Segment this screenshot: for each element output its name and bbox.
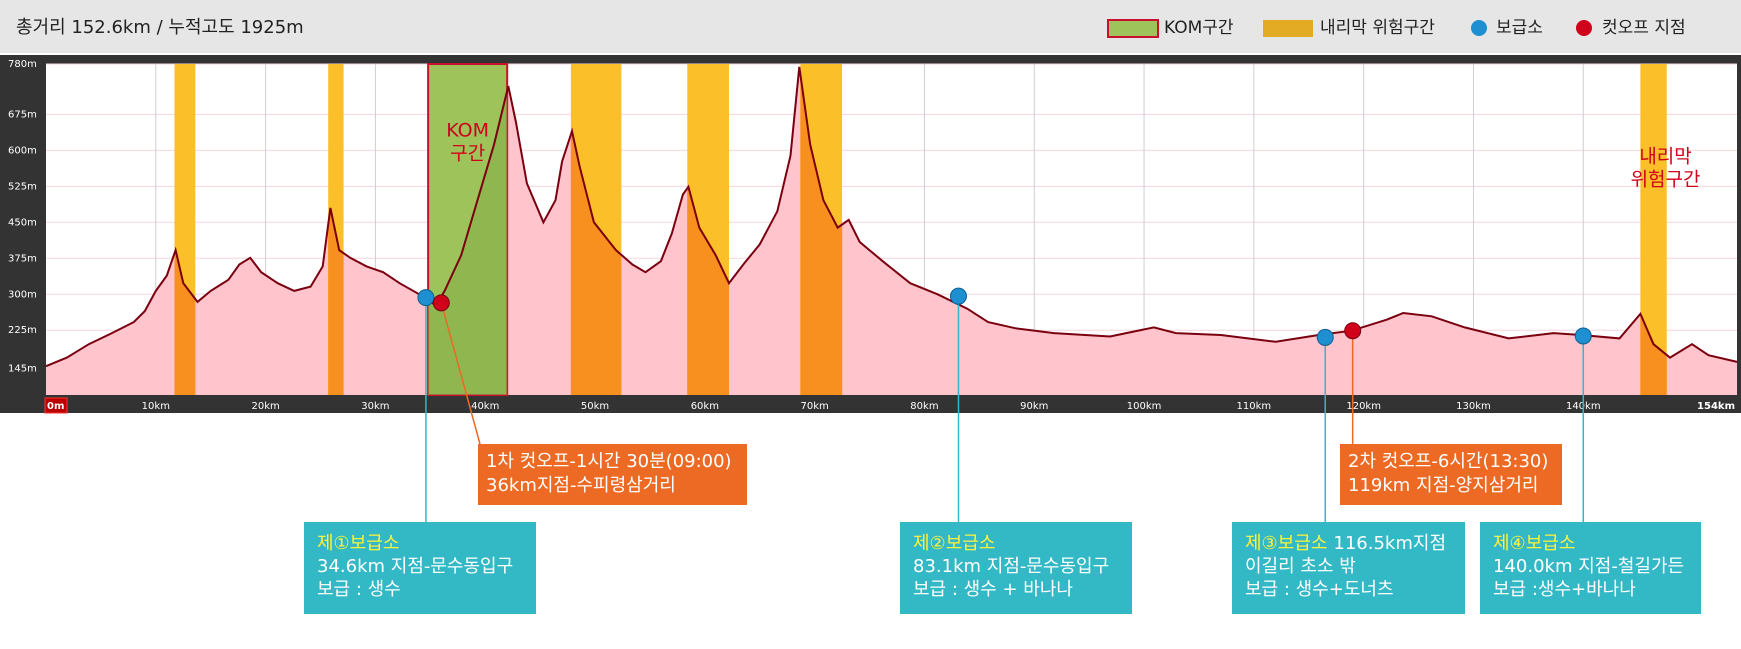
x-tick-label: 80km xyxy=(910,401,938,412)
aid-marker xyxy=(949,287,967,305)
aid-text: 83.1km 지점-문수동입구 xyxy=(913,556,1109,577)
x-tick-label: 154km xyxy=(1697,401,1735,412)
aid-text: 34.6km 지점-문수동입구 xyxy=(317,556,513,577)
cutoff-marker xyxy=(1344,322,1362,340)
x-tick-label: 70km xyxy=(801,401,829,412)
legend-label: 컷오프 지점 xyxy=(1602,18,1686,38)
legend-downhill-swatch xyxy=(1263,20,1313,37)
legend-cutoff-swatch xyxy=(1576,20,1592,36)
aid-text: 보급 :생수+바나나 xyxy=(1493,579,1636,600)
cutoff-marker xyxy=(432,294,450,312)
aid-title: 제④보급소 xyxy=(1493,533,1575,554)
leader-line xyxy=(440,302,481,445)
x-tick-label: 110km xyxy=(1237,401,1272,412)
cutoff-box xyxy=(1340,444,1562,505)
y-tick-label: 600m xyxy=(8,145,37,156)
aid-text: 보급 : 생수+도너츠 xyxy=(1245,579,1394,600)
downhill-label: 위험구간 xyxy=(1631,169,1701,191)
x-tick-label: 90km xyxy=(1020,401,1048,412)
origin-label-box xyxy=(44,397,68,414)
y-tick-label: 525m xyxy=(8,181,37,192)
cutoff-text: 119km 지점-양지삼거리 xyxy=(1348,475,1538,496)
aid-box xyxy=(1480,522,1701,614)
aid-marker xyxy=(417,289,435,307)
y-tick-label: 300m xyxy=(8,289,37,300)
aid-box xyxy=(900,522,1132,614)
x-tick-label: 130km xyxy=(1456,401,1491,412)
y-tick-label: 675m xyxy=(8,109,37,120)
cutoff-text: 36km지점-수피령삼거리 xyxy=(486,475,676,496)
x-tick-label: 100km xyxy=(1127,401,1162,412)
x-tick-label: 20km xyxy=(251,401,279,412)
header-title: 총거리 152.6km / 누적고도 1925m xyxy=(16,17,304,38)
x-tick-label: 10km xyxy=(142,401,170,412)
x-tick-label: 30km xyxy=(361,401,389,412)
aid-title: 제②보급소 xyxy=(913,533,995,554)
y-tick-label: 225m xyxy=(8,325,37,336)
legend-aid-swatch xyxy=(1471,20,1487,36)
legend-label: 보급소 xyxy=(1496,18,1543,38)
cutoff-box xyxy=(478,444,747,505)
aid-marker xyxy=(1316,328,1334,346)
aid-title: 제①보급소 xyxy=(317,533,399,554)
aid-title: 제③보급소 xyxy=(1245,533,1327,554)
cutoff-text: 1차 컷오프-1시간 30분(09:00) xyxy=(486,451,732,472)
y-tick-label: 375m xyxy=(8,253,37,264)
aid-text: 보급 : 생수 xyxy=(317,579,401,600)
downhill-label: 내리막 xyxy=(1639,146,1691,168)
aid-text: 140.0km 지점-철길가든 xyxy=(1493,556,1684,577)
aid-text: 보급 : 생수 + 바나나 xyxy=(913,579,1073,600)
x-tick-label: 40km xyxy=(471,401,499,412)
y-tick-label: 450m xyxy=(8,217,37,228)
kom-label: 구간 xyxy=(450,143,485,165)
y-tick-label: 145m xyxy=(8,364,37,375)
kom-label: KOM xyxy=(446,120,489,142)
aid-title-rest: 116.5km지점 xyxy=(1333,533,1446,554)
x-tick-label: 60km xyxy=(691,401,719,412)
y-tick-label: 780m xyxy=(8,59,37,70)
header-bar xyxy=(0,0,1741,53)
legend-kom-swatch xyxy=(1107,19,1159,38)
aid-box xyxy=(304,522,536,614)
cutoff-text: 2차 컷오프-6시간(13:30) xyxy=(1348,451,1548,472)
aid-box xyxy=(1232,522,1465,614)
legend-label: 내리막 위험구간 xyxy=(1320,18,1435,38)
x-tick-label: 50km xyxy=(581,401,609,412)
aid-marker xyxy=(1574,327,1592,345)
legend-label: KOM구간 xyxy=(1164,18,1234,38)
aid-text: 이길리 초소 밖 xyxy=(1245,556,1356,577)
x-tick-label: 0m xyxy=(47,401,64,412)
x-tick-label: 120km xyxy=(1346,401,1381,412)
